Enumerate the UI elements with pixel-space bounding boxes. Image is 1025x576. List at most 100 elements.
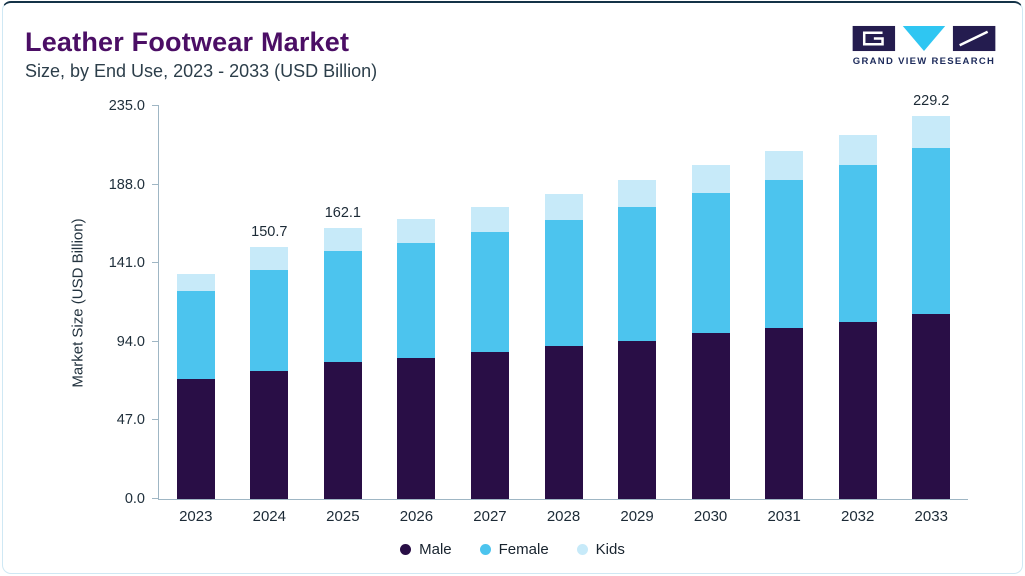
legend-marker-icon (576, 544, 588, 555)
bar-segment-female (544, 219, 583, 346)
legend-item-kids: Kids (576, 541, 625, 558)
logo-triangle-icon (902, 25, 946, 52)
bar-2028 (544, 193, 583, 499)
bar-segment-female (397, 243, 436, 358)
y-tick-label: 188.0 (108, 176, 145, 193)
bar-segment-male (250, 371, 289, 499)
bar-value-label: 229.2 (913, 92, 950, 109)
y-tick-mark (152, 262, 159, 264)
x-tick-label: 2029 (620, 508, 654, 525)
bar-slot (380, 106, 454, 499)
legend-label: Male (419, 541, 452, 558)
bar-slot (600, 106, 674, 499)
x-tick-label: 2026 (399, 508, 434, 525)
bar-slot: 162.1 (306, 106, 380, 499)
bar-2031 (765, 151, 804, 499)
bar-segment-female (765, 180, 804, 329)
bars-container: 150.7 162.1 229.2 (159, 93, 968, 499)
bar-segment-male (765, 328, 804, 499)
bar-segment-kids (691, 164, 730, 193)
x-tick-label: 2031 (767, 508, 801, 525)
y-axis-title: Market Size (USD Billion) (69, 218, 87, 388)
chart-legend: Male Female Kids (3, 541, 1022, 558)
bar-2025: 162.1 (323, 205, 362, 499)
bar-segment-kids (176, 274, 215, 291)
bar-2027 (470, 207, 509, 499)
bar-segment-kids (470, 207, 509, 233)
brand-logo-text: GRAND VIEW RESEARCH (852, 56, 996, 67)
bar-2023 (176, 274, 215, 499)
bar-segment-kids (618, 179, 657, 208)
bar-segment-female (250, 269, 289, 372)
bar-slot (747, 106, 821, 499)
bar-segment-male (618, 340, 657, 499)
brand-logo: GRAND VIEW RESEARCH (850, 25, 998, 67)
x-tick-label: 2030 (693, 508, 728, 525)
bar-2024: 150.7 (250, 224, 289, 499)
bar-segment-kids (838, 135, 877, 166)
legend-marker-icon (479, 544, 491, 555)
bar-slot: 229.2 (894, 93, 968, 499)
logo-g-icon (862, 31, 884, 46)
y-tick-label: 94.0 (116, 333, 145, 350)
bar-segment-male (176, 378, 215, 499)
y-tick-label: 0.0 (124, 491, 145, 507)
bar-segment-male (323, 361, 362, 499)
bar-2029 (618, 179, 657, 499)
bar-slot (527, 106, 601, 499)
y-tick-label: 235.0 (108, 98, 145, 114)
x-tick-label: 2023 (179, 508, 213, 525)
bar-2030 (691, 164, 730, 499)
page-subtitle: Size, by End Use, 2023 - 2033 (USD Billi… (25, 61, 378, 81)
bar-segment-male (838, 321, 877, 499)
bar-segment-male (691, 333, 730, 499)
page-title: Leather Footwear Market (25, 27, 350, 57)
y-tick-mark (152, 183, 159, 185)
bar-slot (453, 106, 527, 499)
bar-2032 (838, 135, 877, 499)
bar-segment-kids (397, 218, 436, 244)
bar-segment-kids (544, 193, 583, 220)
x-tick-label: 2024 (252, 508, 286, 525)
bar-slot (159, 106, 233, 499)
bar-segment-male (470, 351, 509, 499)
y-tick-mark (152, 105, 159, 106)
bar-segment-female (176, 290, 215, 379)
x-tick-label: 2027 (473, 508, 507, 525)
bar-segment-female (323, 250, 362, 362)
y-tick-mark (152, 498, 159, 499)
brand-logo-icon (852, 25, 996, 52)
plot-area: 150.7 162.1 229.2 2023 2024 2025 2026 2027 2028… (109, 93, 968, 525)
bar-segment-female (838, 165, 877, 322)
legend-marker-icon (400, 544, 412, 555)
y-tick-mark (152, 419, 159, 421)
bar-segment-kids (250, 246, 289, 270)
legend-item-male: Male (400, 541, 452, 558)
legend-label: Kids (595, 541, 625, 558)
bar-segment-female (618, 207, 657, 341)
bar-slot (821, 106, 895, 499)
bar-segment-female (470, 232, 509, 352)
x-axis-labels: 2023 2024 2025 2026 2027 2028 2029 2030 2031 2032… (159, 508, 968, 525)
bar-segment-kids (323, 227, 362, 251)
bar-segment-kids (765, 151, 804, 181)
bar-segment-kids (912, 115, 951, 148)
logo-slash-icon (959, 30, 989, 47)
x-tick-label: 2032 (841, 508, 875, 525)
x-tick-label: 2028 (546, 508, 581, 525)
bar-value-label: 150.7 (251, 223, 288, 240)
y-tick-mark (152, 340, 159, 342)
bar-value-label: 162.1 (324, 204, 362, 221)
bar-2026 (397, 218, 436, 499)
legend-label: Female (498, 541, 549, 558)
y-tick-label: 47.0 (116, 412, 145, 429)
x-tick-label: 2025 (326, 508, 360, 525)
bar-segment-female (691, 192, 730, 334)
x-tick-label: 2033 (914, 508, 948, 525)
bar-slot (674, 106, 748, 499)
bar-slot: 150.7 (233, 106, 307, 499)
legend-item-female: Female (479, 541, 549, 558)
bar-2033: 229.2 (912, 93, 951, 499)
bar-segment-male (397, 357, 436, 499)
